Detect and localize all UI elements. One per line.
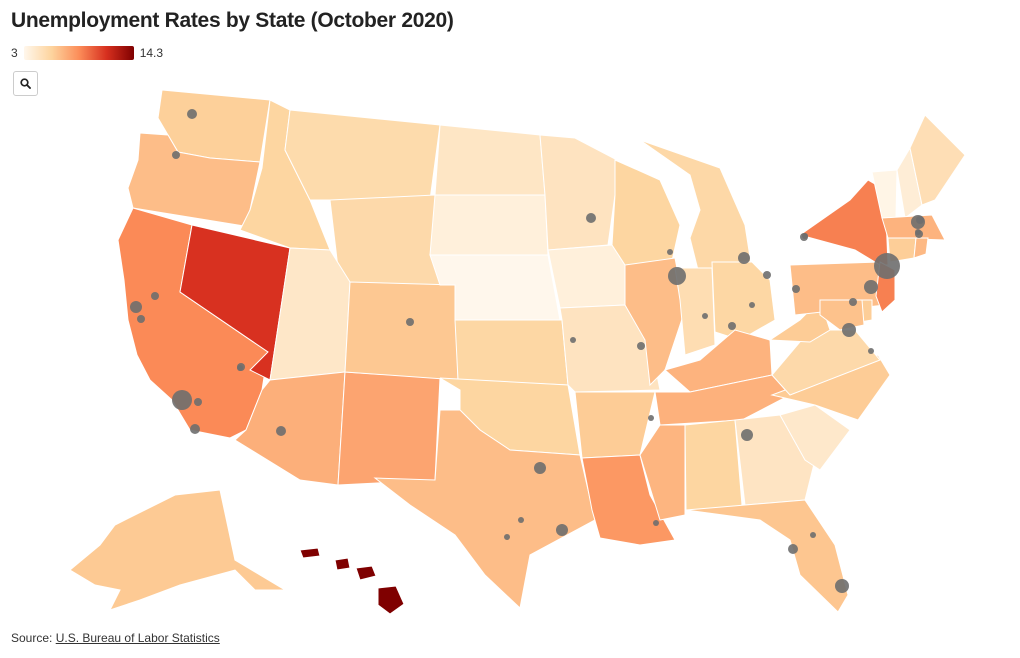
city-marker-providence[interactable] bbox=[915, 229, 921, 235]
legend-max-label: 14.3 bbox=[139, 46, 164, 60]
city-marker-minneapolis[interactable] bbox=[667, 249, 673, 255]
state-nd[interactable] bbox=[434, 124, 546, 196]
city-marker-dallas[interactable] bbox=[518, 517, 524, 523]
city-marker-houston[interactable] bbox=[570, 337, 576, 343]
city-marker-louisville[interactable] bbox=[741, 429, 753, 441]
state-hi-part-3[interactable] bbox=[355, 565, 377, 581]
city-marker-san-diego[interactable] bbox=[237, 365, 243, 371]
city-marker-pittsburgh[interactable] bbox=[849, 298, 857, 306]
city-marker-toledo[interactable] bbox=[702, 313, 708, 319]
city-marker-denver[interactable] bbox=[534, 462, 546, 474]
state-sd[interactable] bbox=[429, 194, 549, 256]
city-marker-kansas-city[interactable] bbox=[637, 342, 645, 350]
state-al[interactable] bbox=[684, 419, 743, 516]
city-marker-portland[interactable] bbox=[172, 151, 180, 159]
city-marker-boston[interactable] bbox=[916, 216, 924, 224]
city-marker-buffalo[interactable] bbox=[802, 233, 808, 239]
city-marker-tampa[interactable] bbox=[792, 285, 800, 293]
city-marker-new-orleans[interactable] bbox=[810, 532, 816, 538]
city-marker-miami[interactable] bbox=[842, 323, 856, 337]
state-ri[interactable] bbox=[913, 237, 929, 259]
city-marker-san-antonio[interactable] bbox=[556, 524, 568, 536]
state-hi-part-1[interactable] bbox=[299, 547, 321, 559]
state-mt[interactable] bbox=[284, 109, 441, 201]
city-marker-chicago[interactable] bbox=[738, 252, 750, 264]
city-marker-long-beach[interactable] bbox=[190, 424, 200, 434]
city-marker-baltimore[interactable] bbox=[868, 348, 874, 354]
state-ar[interactable] bbox=[574, 391, 656, 459]
city-marker-phoenix[interactable] bbox=[406, 318, 414, 326]
state-sc[interactable] bbox=[779, 404, 851, 471]
states-layer bbox=[69, 89, 966, 615]
city-marker-milwaukee[interactable] bbox=[668, 267, 686, 285]
page-title: Unemployment Rates by State (October 202… bbox=[11, 9, 454, 32]
state-co[interactable] bbox=[344, 281, 459, 381]
city-marker-st-louis[interactable] bbox=[586, 213, 596, 223]
state-ak[interactable] bbox=[69, 489, 287, 611]
city-marker-columbus[interactable] bbox=[728, 322, 736, 330]
source-link[interactable]: U.S. Bureau of Labor Statistics bbox=[55, 631, 220, 645]
city-marker-seattle[interactable] bbox=[187, 109, 197, 119]
city-marker-fresno[interactable] bbox=[194, 398, 202, 406]
city-marker-san-francisco[interactable] bbox=[130, 301, 142, 313]
city-marker-indianapolis[interactable] bbox=[749, 302, 755, 308]
state-in[interactable] bbox=[674, 267, 716, 356]
city-marker-detroit[interactable] bbox=[763, 271, 771, 279]
color-legend: 3 14.3 bbox=[11, 45, 163, 61]
city-marker-atlanta[interactable] bbox=[788, 544, 798, 554]
city-marker-jacksonville[interactable] bbox=[835, 579, 849, 593]
state-fl[interactable] bbox=[685, 499, 849, 613]
city-marker-cincinnati[interactable] bbox=[648, 415, 654, 421]
state-hi-part-4[interactable] bbox=[377, 585, 405, 615]
state-hi-part-2[interactable] bbox=[334, 557, 351, 571]
legend-gradient-bar bbox=[23, 46, 134, 60]
search-button[interactable] bbox=[13, 71, 38, 96]
state-ms[interactable] bbox=[639, 424, 686, 521]
city-marker-memphis[interactable] bbox=[653, 520, 659, 526]
city-marker-austin[interactable] bbox=[504, 534, 510, 540]
city-marker-philadelphia[interactable] bbox=[864, 280, 878, 294]
legend-min-label: 3 bbox=[11, 46, 18, 60]
city-marker-los-angeles[interactable] bbox=[172, 390, 192, 410]
source-prefix: Source: bbox=[11, 631, 56, 645]
city-markers-layer bbox=[130, 109, 925, 593]
source-note: Source: U.S. Bureau of Labor Statistics bbox=[11, 631, 220, 645]
search-icon bbox=[20, 78, 31, 89]
city-marker-las-vegas[interactable] bbox=[276, 426, 286, 436]
state-il[interactable] bbox=[624, 257, 686, 387]
city-marker-san-jose[interactable] bbox=[151, 292, 159, 300]
state-me[interactable] bbox=[909, 114, 966, 206]
state-ks[interactable] bbox=[454, 319, 569, 386]
state-oh[interactable] bbox=[711, 261, 776, 341]
state-nm[interactable] bbox=[337, 371, 441, 486]
city-marker-oakland[interactable] bbox=[137, 315, 145, 323]
state-tx[interactable] bbox=[373, 409, 596, 609]
state-ny[interactable] bbox=[798, 179, 889, 266]
city-marker-new-york[interactable] bbox=[874, 253, 900, 279]
